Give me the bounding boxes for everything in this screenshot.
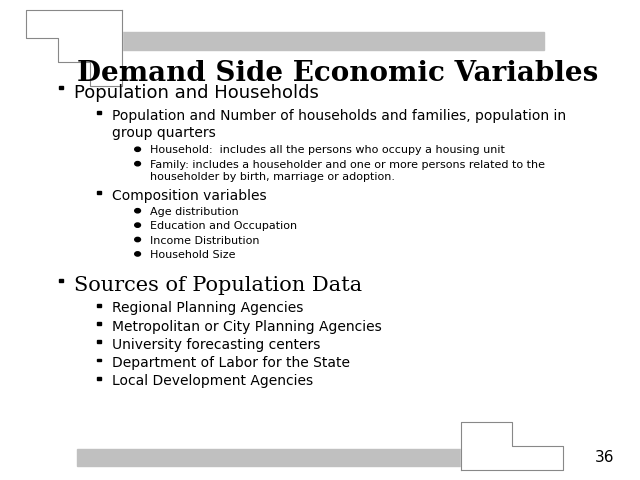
Text: Demand Side Economic Variables: Demand Side Economic Variables bbox=[77, 60, 598, 87]
Text: Income Distribution: Income Distribution bbox=[150, 236, 260, 246]
Text: Regional Planning Agencies: Regional Planning Agencies bbox=[112, 301, 303, 315]
Bar bbox=[97, 304, 101, 307]
Text: Department of Labor for the State: Department of Labor for the State bbox=[112, 356, 350, 370]
Text: Education and Occupation: Education and Occupation bbox=[150, 221, 298, 231]
Circle shape bbox=[135, 162, 141, 166]
Text: Metropolitan or City Planning Agencies: Metropolitan or City Planning Agencies bbox=[112, 320, 381, 334]
Bar bbox=[122, 32, 544, 50]
Bar bbox=[97, 111, 101, 114]
Bar bbox=[97, 322, 101, 325]
Text: Family: includes a householder and one or more persons related to the
householde: Family: includes a householder and one o… bbox=[150, 160, 545, 182]
Text: Population and Number of households and families, population in
group quarters: Population and Number of households and … bbox=[112, 109, 566, 140]
Text: 36: 36 bbox=[595, 450, 614, 465]
Text: University forecasting centers: University forecasting centers bbox=[112, 338, 321, 352]
Text: Household:  includes all the persons who occupy a housing unit: Household: includes all the persons who … bbox=[150, 145, 505, 156]
Circle shape bbox=[135, 238, 141, 242]
Text: Local Development Agencies: Local Development Agencies bbox=[112, 374, 313, 388]
Circle shape bbox=[135, 223, 141, 228]
Circle shape bbox=[135, 208, 141, 213]
Polygon shape bbox=[461, 422, 563, 470]
Polygon shape bbox=[26, 10, 122, 86]
Text: Population and Households: Population and Households bbox=[74, 84, 319, 102]
Bar bbox=[97, 359, 101, 361]
Circle shape bbox=[135, 147, 141, 152]
Text: Household Size: Household Size bbox=[150, 250, 236, 260]
Bar bbox=[97, 377, 101, 380]
Bar bbox=[59, 86, 63, 89]
Circle shape bbox=[135, 252, 141, 256]
Bar bbox=[97, 340, 101, 343]
Text: Sources of Population Data: Sources of Population Data bbox=[74, 276, 362, 296]
Text: Age distribution: Age distribution bbox=[150, 207, 239, 217]
Bar bbox=[59, 279, 63, 282]
Text: Composition variables: Composition variables bbox=[112, 189, 267, 203]
Bar bbox=[77, 449, 461, 466]
Bar bbox=[97, 191, 101, 194]
